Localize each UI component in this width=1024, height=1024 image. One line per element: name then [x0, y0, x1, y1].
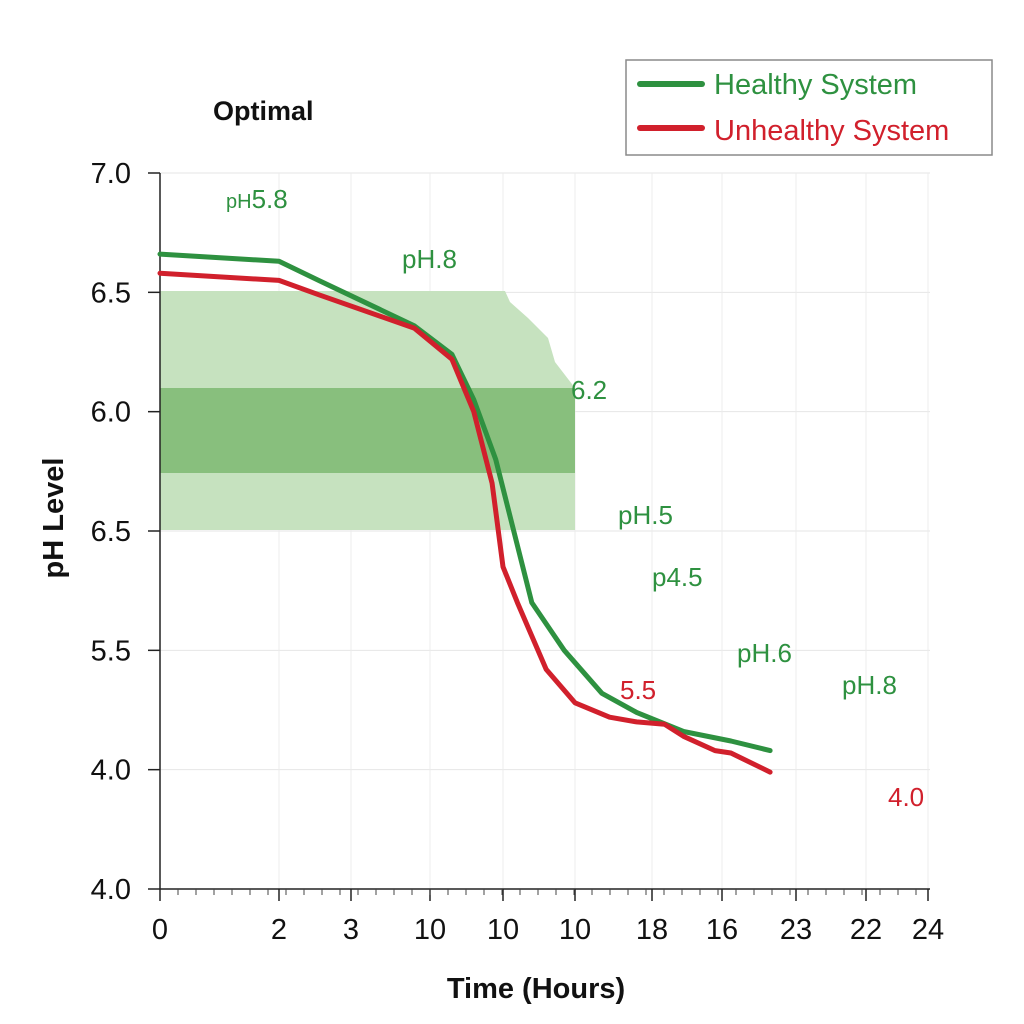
series-lines: [157, 251, 773, 775]
x-tick-label: 2: [271, 914, 287, 946]
optimal-band: [160, 291, 575, 530]
x-tick-label: 18: [636, 914, 668, 946]
legend: Healthy System Unhealthy System: [625, 59, 993, 156]
x-tick-label: 24: [912, 914, 944, 946]
legend-label-healthy: Healthy System: [714, 69, 917, 101]
y-tick-label: 6.0: [91, 397, 131, 429]
y-tick-label: 4.0: [91, 755, 131, 787]
annotation-healthy: pH.8: [402, 244, 457, 274]
annotation-unhealthy: 5.5: [620, 675, 656, 705]
x-axis-title: Time (Hours): [447, 973, 625, 1005]
annotation-healthy: 6.2: [571, 375, 607, 405]
x-tick-label: 3: [343, 914, 359, 946]
optimal-band-label: Optimal: [213, 96, 314, 126]
x-tick-label: 0: [152, 914, 168, 946]
point-annotations: pH5.8 pH.8 6.2 pH.5 p4.5 pH.6 pH.8 5.5 4.0: [226, 184, 924, 812]
x-tick-label: 23: [780, 914, 812, 946]
annotation-healthy: pH.6: [737, 638, 792, 668]
annotation-healthy: pH.5: [618, 500, 673, 530]
legend-label-unhealthy: Unhealthy System: [714, 115, 949, 147]
annotation-unhealthy: 4.0: [888, 782, 924, 812]
y-axis-ticks: 7.0 6.5 6.0 6.5 5.5 4.0 4.0: [91, 158, 160, 906]
annotation-healthy: pH5.8: [226, 184, 288, 214]
x-tick-label: 10: [414, 914, 446, 946]
x-tick-label: 22: [850, 914, 882, 946]
optimal-band-inner: [160, 388, 575, 473]
series-line-healthy: [157, 251, 773, 754]
x-axis-ticks: 0 2 3 10 10 10 18 16 23 22 24: [152, 889, 944, 946]
series-line-unhealthy: [157, 270, 773, 775]
y-tick-label: 5.5: [91, 635, 131, 667]
x-tick-label: 16: [706, 914, 738, 946]
annotation-healthy: p4.5: [652, 562, 703, 592]
annotation-healthy: pH.8: [842, 670, 897, 700]
x-tick-label: 10: [487, 914, 519, 946]
y-axis-title: pH Level: [38, 458, 70, 579]
x-tick-label: 10: [559, 914, 591, 946]
y-tick-label: 7.0: [91, 158, 131, 190]
y-tick-label: 4.0: [91, 874, 131, 906]
y-tick-label: 6.5: [91, 277, 131, 309]
legend-box: [625, 59, 993, 156]
y-tick-label: 6.5: [91, 516, 131, 548]
